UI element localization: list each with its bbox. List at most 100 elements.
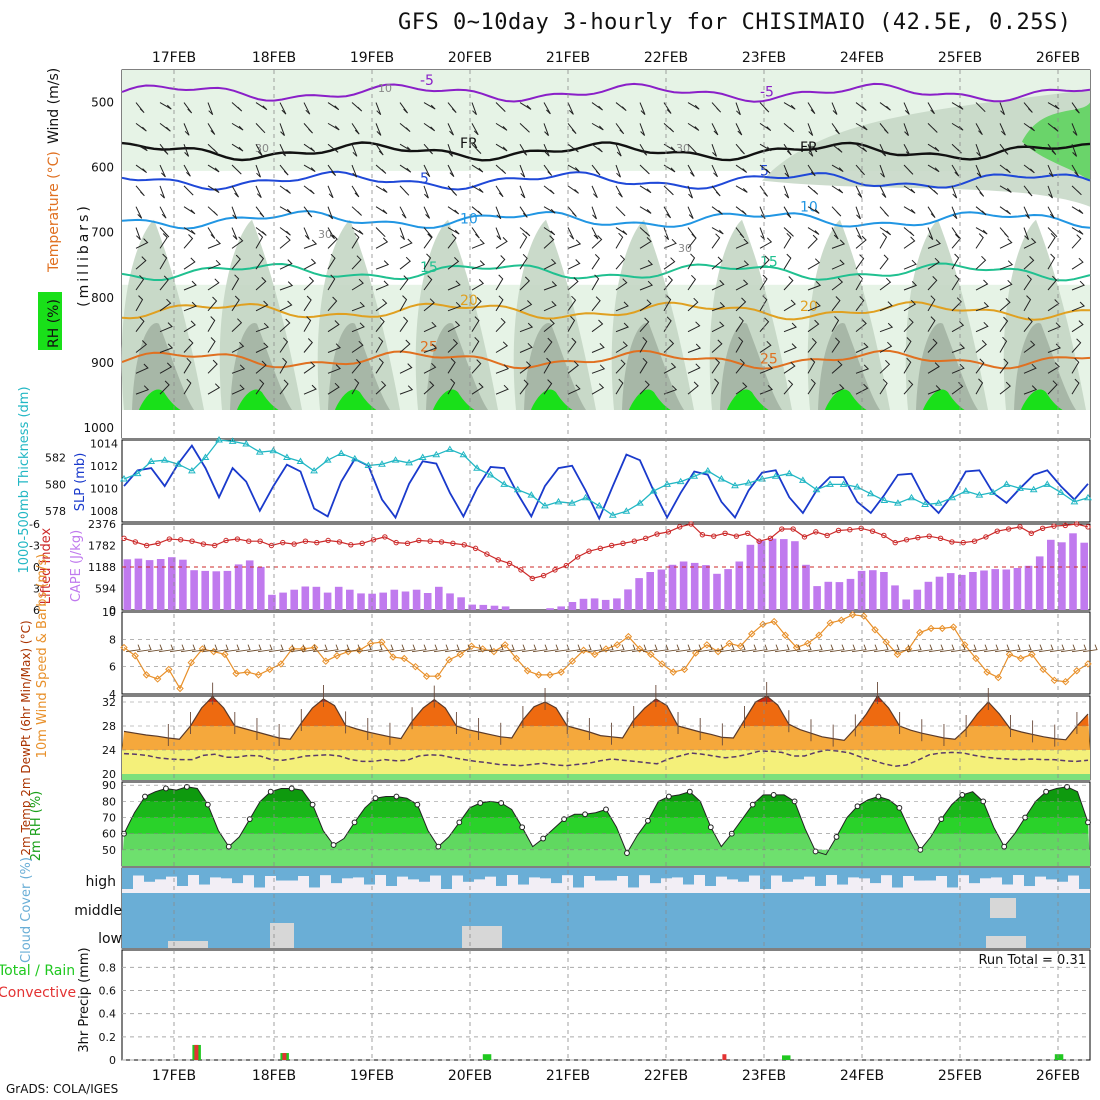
wind-barb	[999, 238, 1013, 249]
upper-air-legend: Wind (m/s) Temperature (°C) RH (%)	[38, 68, 62, 350]
rh-upper-core	[1022, 102, 1090, 181]
wind-barb	[927, 276, 938, 291]
wind-barb	[447, 102, 457, 113]
thickness-point	[785, 469, 794, 477]
cloud-high-gap	[287, 880, 298, 889]
surface-wind-barb	[180, 644, 196, 653]
wind-speed-point	[949, 623, 958, 631]
cloud-high-gap	[331, 883, 342, 889]
wind-barb	[327, 206, 334, 220]
rh-point	[686, 788, 693, 795]
wind-barb	[327, 185, 334, 199]
wind-barb	[1047, 275, 1058, 291]
wind-barb	[951, 343, 966, 353]
wind-barb	[231, 384, 245, 395]
wind-barb	[519, 276, 531, 291]
wind-barb	[855, 143, 868, 153]
wind-barb	[807, 102, 816, 114]
wind-barb	[759, 122, 772, 132]
wind-barb	[615, 102, 627, 111]
thickness-point	[1002, 480, 1011, 487]
wind-barb	[951, 122, 964, 131]
cloud-high-gap	[1035, 876, 1046, 889]
cape-bar	[245, 560, 254, 610]
lifted-index-point	[427, 538, 433, 544]
wind-barb	[711, 227, 724, 235]
wind-barb	[231, 164, 242, 175]
wind-barb	[375, 358, 384, 374]
cloud-ylabel: Cloud Cover (%)	[19, 857, 34, 963]
lifted-index-point	[166, 536, 173, 542]
cloud-high-gap	[518, 884, 529, 889]
wind-barb	[1023, 102, 1033, 113]
wind-speed-point	[389, 653, 397, 661]
cloud-mid-block	[990, 898, 1016, 918]
surface-wind-barb	[323, 644, 339, 653]
wind-barb	[159, 275, 169, 291]
lifted-tick: 6	[33, 604, 40, 617]
wind-barb	[159, 362, 173, 374]
lifted-index-point	[280, 539, 286, 546]
wind-speed-point	[322, 657, 330, 665]
wind-barb	[1047, 322, 1061, 333]
wind-barb	[975, 227, 988, 235]
surface-wind-barb	[653, 644, 669, 653]
wind-barb	[495, 227, 502, 240]
wind-speed-point	[243, 668, 252, 676]
thickness-line	[123, 439, 1089, 517]
wind-barb	[639, 102, 646, 115]
wind-barb	[1023, 122, 1035, 132]
thickness-tick: 582	[45, 451, 66, 464]
wind-barb	[591, 364, 606, 374]
wind-barb	[663, 275, 673, 291]
wind-barb	[687, 164, 695, 177]
wind-barb	[1047, 206, 1055, 219]
wind-barb	[711, 144, 717, 157]
wind-barb	[207, 316, 216, 332]
surface-wind-barb	[928, 644, 944, 653]
wind-barb	[423, 343, 438, 353]
cape-bar	[846, 578, 855, 610]
wind-barb	[135, 143, 148, 152]
wind-barb	[687, 253, 696, 270]
rh-point	[204, 801, 211, 808]
wind-barb	[735, 297, 747, 312]
wind-barb	[831, 316, 840, 332]
surface-wind-barb	[400, 644, 416, 653]
wind-barb	[207, 278, 220, 291]
wind-barb	[1071, 357, 1080, 374]
wind-barb	[831, 164, 844, 173]
wind-barb	[831, 277, 844, 291]
wind-barb	[495, 122, 508, 131]
wind-barb	[399, 185, 410, 196]
cape-bar	[234, 564, 243, 610]
wind-barb	[303, 316, 312, 332]
cloud-high-gap	[892, 887, 903, 889]
wind-barb	[1071, 206, 1084, 215]
surface-wind-barb	[829, 644, 845, 653]
thickness-point	[839, 480, 848, 487]
lifted-index-point	[677, 524, 683, 530]
surface-wind-barb	[983, 644, 999, 653]
cloud-high-gap	[584, 875, 595, 889]
cloud-low-block	[168, 941, 208, 948]
thickness-point	[269, 446, 278, 454]
wind-speed-point	[893, 650, 902, 659]
rh-point	[351, 819, 358, 826]
surface-wind-barb	[301, 644, 317, 653]
cape-bar	[1069, 533, 1077, 610]
cloud-high-gap	[298, 875, 309, 889]
cloud-low-block	[986, 936, 1026, 948]
wind-barb	[543, 144, 550, 157]
isotherm-label: 5	[760, 164, 769, 180]
wind-barb	[591, 102, 603, 111]
rh-point	[163, 785, 169, 792]
wind-speed-point	[691, 649, 700, 657]
cloud-high-gap	[958, 875, 969, 889]
wind-barb	[831, 337, 841, 353]
wind-barb	[135, 164, 147, 174]
wind-barb	[951, 227, 960, 239]
wind-barb	[783, 122, 795, 133]
wind-barb	[927, 227, 934, 240]
surface-wind-barb	[521, 644, 537, 653]
